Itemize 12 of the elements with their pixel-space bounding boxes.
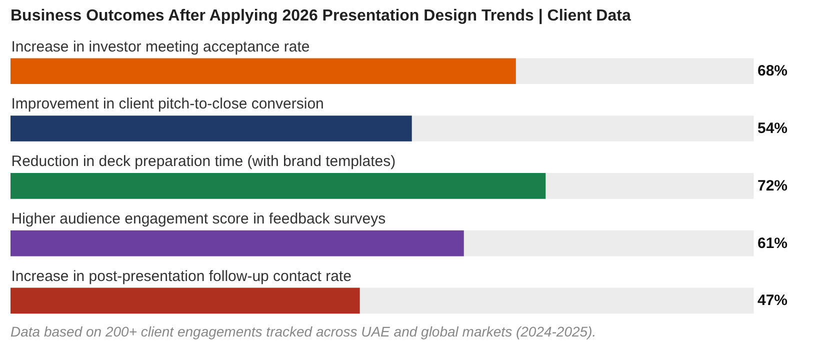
y-tick-label: Increase in post-presentation follow-up contact rate bbox=[11, 268, 352, 285]
data-label: 68% bbox=[757, 62, 788, 80]
y-tick-label: Increase in investor meeting acceptance rate bbox=[11, 38, 310, 56]
data-label: 72% bbox=[757, 177, 788, 194]
text: Data based on 200+ client engagements tracked across UAE and global markets (2024-2025). bbox=[10, 324, 596, 340]
y-tick-label: Higher audience engagement score in feedback surveys bbox=[11, 210, 386, 228]
y-tick-label: Reduction in deck preparation time (with brand templates) bbox=[11, 153, 396, 170]
data-label: 61% bbox=[757, 234, 788, 252]
data-label: 54% bbox=[757, 120, 788, 138]
data-label: 47% bbox=[757, 292, 788, 310]
y-tick-label: Improvement in client pitch-to-close conversion bbox=[11, 96, 324, 113]
chart-title: Business Outcomes After Applying 2026 Presentation Design Trends | Client Data bbox=[10, 8, 631, 24]
